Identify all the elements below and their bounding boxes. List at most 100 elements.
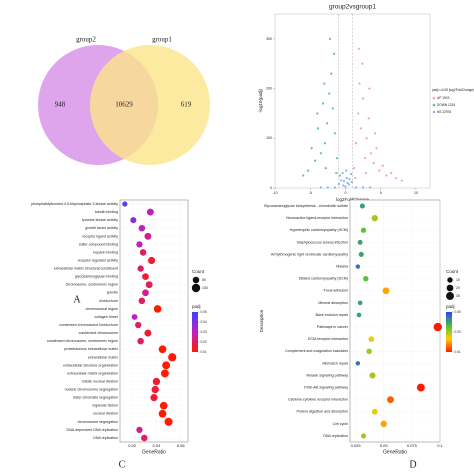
y-tick-label: extracellular matrix structural constitu…: [54, 267, 118, 271]
y-tick-label: ECM-receptor interaction: [308, 337, 348, 341]
dot: [164, 417, 173, 426]
dot: [150, 394, 158, 402]
dot: [138, 297, 146, 305]
point: [348, 177, 351, 181]
legend-title: padj<=0.05 |log2FoldChange|>=0.0: [432, 88, 474, 92]
y-tick-label: nuclear chromosome segregation: [65, 388, 118, 392]
point: [352, 167, 356, 170]
y-axis-label: Description: [259, 309, 264, 332]
point: [375, 147, 378, 150]
dot: [144, 329, 152, 337]
point: [326, 186, 329, 189]
size-legend-label: 30: [456, 294, 460, 298]
point: [346, 181, 349, 185]
colorbar: [192, 312, 198, 352]
colorbar-label: 0.03: [201, 330, 207, 334]
dot: [147, 256, 156, 265]
legend-label: DOWN 1234: [437, 103, 455, 107]
plot-frame: [119, 199, 189, 443]
dot: [138, 224, 146, 232]
point: [361, 97, 365, 100]
point: [385, 174, 388, 177]
point: [310, 147, 313, 150]
set-label: group1: [152, 36, 172, 44]
x-tick-label: -10: [272, 191, 277, 195]
legend-marker: [432, 96, 436, 100]
y-tick-label: mitotic nuclear division: [82, 379, 118, 383]
point: [358, 82, 361, 85]
point: [359, 127, 363, 130]
y-tick-label: Cell cycle: [333, 422, 348, 426]
plot-frame: [349, 199, 441, 443]
x-axis-label: log2FoldChange: [336, 197, 370, 202]
point: [354, 176, 357, 180]
dot: [387, 396, 394, 404]
size-legend-label: 100: [202, 286, 208, 290]
point: [357, 47, 360, 50]
y-tick-label: kinetochore: [99, 299, 118, 303]
point: [331, 107, 334, 110]
point: [342, 179, 346, 183]
y-tick-label: nuclear division: [93, 412, 118, 416]
point: [319, 152, 322, 155]
venn-count: 10629: [115, 101, 133, 109]
point: [354, 142, 358, 145]
point: [369, 152, 372, 155]
y-tick-label: chromosome, centromeric region: [65, 283, 118, 287]
point: [333, 186, 336, 189]
dot: [131, 314, 138, 320]
y-tick-label: Neuroactive ligand-receptor interaction: [286, 216, 348, 220]
size-legend-dot: [446, 292, 454, 300]
point: [321, 102, 325, 105]
dot: [158, 345, 167, 354]
dot: [357, 239, 363, 245]
y-tick-label: DNA-dependent DNA replication: [66, 428, 118, 432]
dot: [371, 408, 378, 415]
dot: [151, 385, 159, 394]
point: [328, 37, 332, 40]
dot: [130, 217, 137, 224]
dot: [146, 208, 154, 216]
size-legend-dot: [192, 276, 200, 284]
y-tick-label: growth factor activity: [85, 226, 118, 230]
point: [338, 174, 341, 177]
point: [395, 176, 398, 180]
y-tick-label: DNA replication: [323, 434, 348, 438]
dot: [359, 203, 365, 209]
y-tick-label: 0: [270, 186, 272, 190]
point: [364, 157, 367, 160]
x-tick-label: -5: [309, 191, 312, 195]
dot: [368, 336, 375, 343]
dot: [145, 281, 153, 289]
dot: [416, 383, 425, 392]
point: [381, 164, 384, 167]
dot: [360, 227, 367, 233]
y-tick-label: 300: [266, 37, 272, 41]
y-tick-label: Staphylococcus aureus infection: [296, 240, 348, 244]
point: [400, 179, 403, 182]
colorbar: [446, 312, 452, 352]
y-tick-label: phosphatidylinositol-4,5-bisphosphate 3-…: [31, 202, 118, 206]
point: [354, 186, 358, 189]
point: [344, 185, 347, 188]
point: [367, 117, 370, 120]
point: [328, 92, 331, 95]
point: [341, 171, 344, 175]
dot: [137, 265, 144, 272]
colorbar-label: 0.04: [201, 320, 207, 324]
x-tick-label: 0.02: [128, 443, 137, 448]
y-tick-label: organelle fission: [92, 404, 118, 408]
y-tick-label: chromosomal region: [85, 307, 118, 311]
size-legend-title: Count: [446, 269, 459, 274]
x-tick-label: 0.1: [437, 443, 443, 448]
point: [342, 184, 345, 187]
y-axis-label: -log10(padj): [258, 88, 263, 113]
dot: [160, 369, 169, 378]
y-tick-label: collagen trimer: [94, 315, 118, 319]
point: [324, 167, 327, 170]
point: [390, 171, 393, 175]
venn-count: 619: [181, 101, 192, 109]
chart-title: group2vsgroup1: [329, 4, 376, 11]
dot: [357, 300, 363, 306]
y-tick-label: receptor regulator activity: [78, 258, 119, 262]
